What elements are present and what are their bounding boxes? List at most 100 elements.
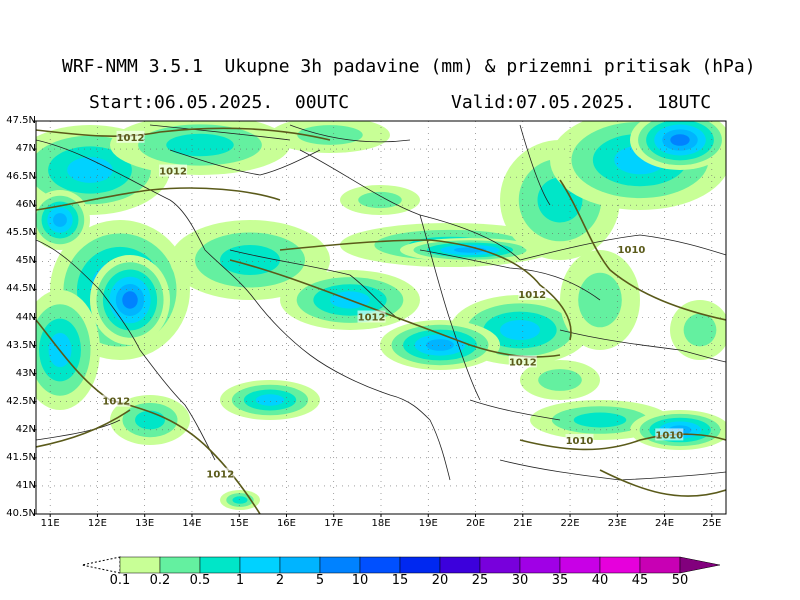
precip-area [538, 369, 582, 391]
isobar-label: 1012 [102, 397, 130, 408]
precip-area [67, 157, 113, 183]
precip-area [500, 320, 540, 340]
latitude-label: 43N [15, 367, 36, 379]
colorbar-label: 0.1 [109, 573, 131, 588]
colorbar-label: 2 [275, 573, 285, 588]
colorbar-segment [359, 556, 401, 574]
valid-time: Valid:07.05.2025. 18UTC [451, 92, 712, 113]
axis-ticks [33, 120, 713, 517]
map-title: WRF-NMM 3.5.1 Ukupne 3h padavine (mm) & … [62, 56, 756, 77]
isobar-label: 1010 [655, 430, 683, 441]
country-borders [36, 124, 726, 481]
longitude-label: 22E [560, 518, 580, 529]
precip-area [683, 313, 717, 347]
isobar-1012-central [229, 259, 561, 358]
isobar-label: 1010 [566, 436, 594, 447]
isobar-1010-east [559, 179, 726, 321]
isobar-label: 1012 [518, 290, 546, 301]
austria-border [149, 124, 291, 141]
colorbar-segment [599, 556, 641, 574]
latitude-label: 46.5N [6, 171, 36, 183]
isobar-labels: 1012 1012 1012 1012 1010 1012 1012 1012 1010 1010 [102, 130, 684, 481]
colorbar-label: 50 [671, 573, 689, 588]
latitude-label: 42N [15, 423, 36, 435]
hungary-border [299, 149, 521, 261]
macedonia-border [469, 399, 561, 421]
latitude-label: 47N [15, 143, 36, 155]
latitude-label: 41N [15, 479, 36, 491]
colorbar-label: 45 [631, 573, 649, 588]
colorbar-label: 0.5 [189, 573, 211, 588]
latitude-label: 44N [15, 311, 36, 323]
precip-area [255, 394, 285, 406]
colorbar [81, 556, 721, 574]
precip-area [670, 134, 690, 146]
isobar-1012-italy [36, 319, 261, 514]
colorbar-segment [639, 556, 681, 574]
latitude-label: 44.5N [6, 283, 36, 295]
colorbar-label: 1 [235, 573, 245, 588]
latitude-label: 40.5N [6, 508, 36, 519]
longitude-label: 12E [87, 518, 107, 529]
ukraine-border [519, 124, 551, 206]
colorbar-segment [519, 556, 561, 574]
longitude-label: 25E [702, 518, 722, 529]
latitude-label: 46N [15, 199, 36, 211]
longitude-label: 20E [465, 518, 486, 529]
colorbar-label: 5 [315, 573, 325, 588]
precip-area [122, 291, 138, 309]
precip-area [426, 339, 454, 351]
colorbar-label: 40 [591, 573, 609, 588]
albania-border [429, 419, 451, 481]
isobar-1012-alps [36, 187, 281, 211]
isobar-1010-south [519, 433, 726, 451]
colorbar-segment [159, 556, 201, 574]
colorbar-high-arrow [679, 556, 721, 574]
longitude-label: 16E [276, 518, 296, 529]
precip-area [220, 245, 280, 275]
serbia-border [419, 214, 481, 401]
isobar-1012-pannonian [279, 239, 572, 341]
isobar-label: 1012 [509, 357, 537, 368]
precip-area [573, 412, 627, 428]
isobar-1012-north [36, 127, 331, 141]
isobar-label-bg [617, 243, 646, 256]
slovenia-border [169, 149, 321, 176]
colorbar-label: 15 [391, 573, 409, 588]
colorbar-segment [479, 556, 521, 574]
colorbar-segment [439, 556, 481, 574]
start-time: Start:06.05.2025. 00UTC [89, 92, 350, 113]
colorbar-segment [119, 556, 161, 574]
longitude-label: 21E [513, 518, 533, 529]
colorbar-label: 0.2 [149, 573, 171, 588]
latitude-label: 41.5N [6, 451, 36, 463]
latitude-label: 47.5N [6, 115, 36, 126]
longitude-label: 15E [229, 518, 249, 529]
italy-east-coast [36, 239, 216, 461]
isobar-label: 1012 [159, 167, 187, 178]
longitude-label: 18E [371, 518, 391, 529]
isobar-label-bg [159, 164, 188, 177]
isobar-label-bg [206, 467, 235, 480]
latitude-label: 45N [15, 255, 36, 267]
colorbar-segment [199, 556, 241, 574]
italy-west-coast [36, 419, 121, 441]
colorbar-label: 35 [551, 573, 569, 588]
colorbar-segment [399, 556, 441, 574]
adriatic-coastline [36, 139, 431, 421]
longitude-label: 23E [607, 518, 627, 529]
isobars [36, 127, 726, 514]
colorbar-segment [319, 556, 361, 574]
isobar-label: 1012 [206, 470, 234, 481]
longitude-label: 13E [135, 518, 155, 529]
isobar-label-bg [116, 130, 145, 143]
colorbar-label: 30 [511, 573, 529, 588]
precipitation-field [36, 121, 726, 510]
longitude-label: 19E [418, 518, 438, 529]
romania-border [519, 234, 726, 261]
precip-area [53, 213, 67, 227]
isobar-1010-southeast [599, 469, 726, 497]
longitude-label: 14E [182, 518, 202, 529]
colorbar-low-arrow [81, 556, 121, 574]
